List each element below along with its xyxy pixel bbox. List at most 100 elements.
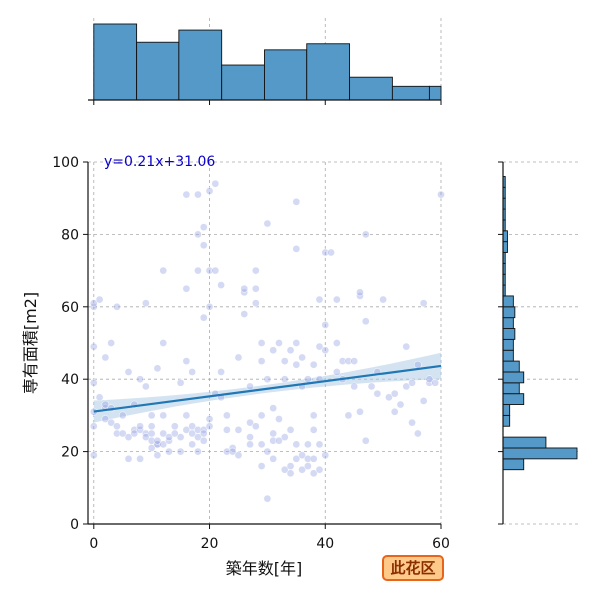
scatter-point <box>251 266 260 275</box>
top-hist-bar <box>221 64 265 101</box>
scatter-point <box>228 447 237 456</box>
scatter-point <box>315 295 324 304</box>
right-hist-bar <box>502 317 514 329</box>
scatter-point <box>251 422 260 431</box>
scatter-point <box>396 400 405 409</box>
regression-line <box>93 364 442 413</box>
scatter-point <box>130 429 139 438</box>
right-hist-bar <box>502 241 508 253</box>
scatter-point <box>182 284 191 293</box>
scatter-point <box>142 382 150 391</box>
scatter-point <box>199 223 208 232</box>
scatter-point <box>298 353 306 362</box>
scatter-point <box>165 433 173 441</box>
scatter-point <box>309 360 318 369</box>
right-hist-bar <box>502 414 511 427</box>
y-axis-title: 専有面積[m2] <box>21 292 40 394</box>
scatter-point <box>101 415 110 423</box>
scatter-point <box>304 440 312 449</box>
regression-line-path <box>93 364 442 413</box>
scatter-point <box>113 422 121 431</box>
scatter-point <box>275 415 283 423</box>
scatter-point <box>118 429 127 438</box>
scatter-point <box>124 454 133 463</box>
scatter-point <box>286 462 295 470</box>
scatter-point <box>385 393 393 402</box>
scatter-point <box>251 299 260 308</box>
scatter-point <box>292 197 301 206</box>
scatter-point <box>211 179 220 188</box>
scatter-point <box>286 426 295 434</box>
scatter-point <box>159 440 168 449</box>
right-hist-bar <box>502 458 525 471</box>
right-hist-bar <box>502 404 511 416</box>
scatter-point <box>176 447 185 456</box>
top-hist-bar <box>349 76 393 101</box>
scatter-point <box>390 407 399 416</box>
scatter-point <box>159 411 168 420</box>
scatter-point <box>286 469 295 478</box>
right-hist-bar <box>502 230 508 243</box>
right-hist-bar <box>502 371 525 384</box>
scatter-point <box>107 339 115 347</box>
scatter-point <box>327 248 335 257</box>
scatter-point <box>205 266 214 275</box>
scatter-point <box>95 393 104 402</box>
scatter-point <box>147 411 156 420</box>
scatter-point <box>437 190 445 199</box>
scatter-point <box>275 436 283 445</box>
scatter-point <box>321 346 330 355</box>
scatter-point <box>199 241 208 250</box>
scatter-point <box>425 375 434 384</box>
scatter-point <box>182 426 191 434</box>
scatter-point <box>309 426 318 434</box>
scatter-point <box>113 302 121 311</box>
scatter-point <box>367 382 376 391</box>
scatter-point <box>89 422 98 431</box>
scatter-point <box>170 422 179 431</box>
y-tick-label: 0 <box>70 517 79 533</box>
scatter-point <box>188 422 197 431</box>
scatter-point <box>321 321 330 329</box>
y-tick-label: 60 <box>61 300 79 316</box>
scatter-point <box>286 346 295 355</box>
right-hist-bar <box>502 382 520 395</box>
scatter-point <box>304 375 312 384</box>
scatter-point <box>332 295 341 304</box>
scatter-point <box>280 357 289 365</box>
scatter-point <box>402 382 411 391</box>
scatter-point <box>205 415 214 423</box>
y-tick-label: 20 <box>61 445 79 461</box>
scatter-point <box>344 411 353 420</box>
scatter-point <box>257 411 266 420</box>
scatter-point <box>263 494 272 503</box>
scatter-point <box>240 284 249 293</box>
scatter-point <box>414 360 422 369</box>
scatter-point <box>188 440 197 449</box>
scatter-point <box>292 454 301 463</box>
scatter-point <box>142 299 150 308</box>
top-hist-bar <box>428 85 442 101</box>
scatter-point <box>182 190 191 199</box>
top-hist-bar <box>264 49 308 101</box>
scatter-point <box>159 339 168 347</box>
scatter-point <box>292 360 301 369</box>
scatter-point <box>194 266 202 275</box>
scatter-point <box>263 375 272 384</box>
scatter-point <box>89 378 98 387</box>
scatter-point <box>223 426 231 434</box>
scatter-point <box>205 302 214 311</box>
scatter-point <box>408 378 416 387</box>
right-histogram <box>498 161 579 525</box>
scatter-point <box>344 357 353 365</box>
top-hist-bar <box>306 43 351 101</box>
x-tick-label: 60 <box>432 536 450 552</box>
scatter-point <box>251 284 260 293</box>
scatter-point <box>194 426 202 434</box>
scatter-point <box>356 407 364 416</box>
scatter-point <box>107 418 115 427</box>
scatter-point <box>332 339 341 347</box>
scatter-points <box>89 179 445 503</box>
